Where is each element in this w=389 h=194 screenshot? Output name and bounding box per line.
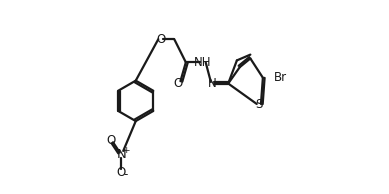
Text: O: O	[117, 166, 126, 179]
Text: O: O	[106, 134, 116, 147]
Text: NH: NH	[193, 56, 211, 69]
Text: Br: Br	[273, 71, 287, 84]
Text: N: N	[116, 148, 126, 161]
Text: S: S	[255, 98, 263, 111]
Text: +: +	[123, 146, 130, 155]
Text: -: -	[123, 168, 128, 181]
Text: O: O	[156, 33, 165, 46]
Text: N: N	[207, 77, 216, 90]
Text: O: O	[173, 77, 183, 90]
